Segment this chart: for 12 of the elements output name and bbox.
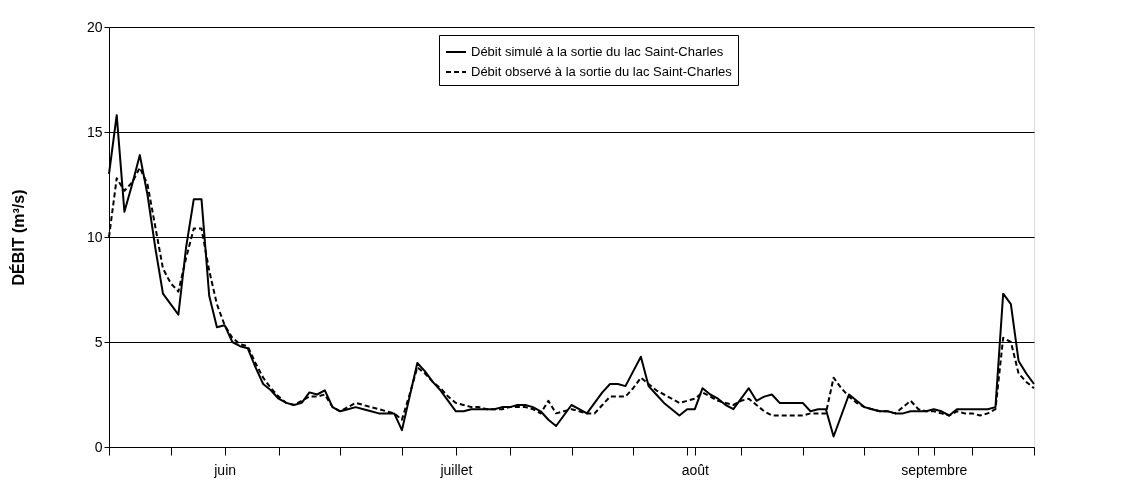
x-tick-label: juillet	[439, 461, 473, 478]
y-tick-label: 5	[94, 333, 103, 350]
y-tick-label: 15	[86, 123, 103, 140]
x-tick-label: août	[681, 461, 710, 478]
legend-label: Débit observé à la sortie du lac Saint-Charles	[471, 64, 733, 79]
y-tick-label: 0	[94, 438, 103, 455]
x-tick-label: septembre	[901, 461, 968, 478]
y-axis-title: DÉBIT (m³/s)	[8, 189, 27, 286]
y-tick-label: 10	[86, 228, 103, 245]
legend-label: Débit simulé à la sortie du lac Saint-Charles	[471, 44, 724, 59]
y-tick-label: 20	[86, 18, 103, 35]
x-tick-label: juin	[213, 461, 237, 478]
